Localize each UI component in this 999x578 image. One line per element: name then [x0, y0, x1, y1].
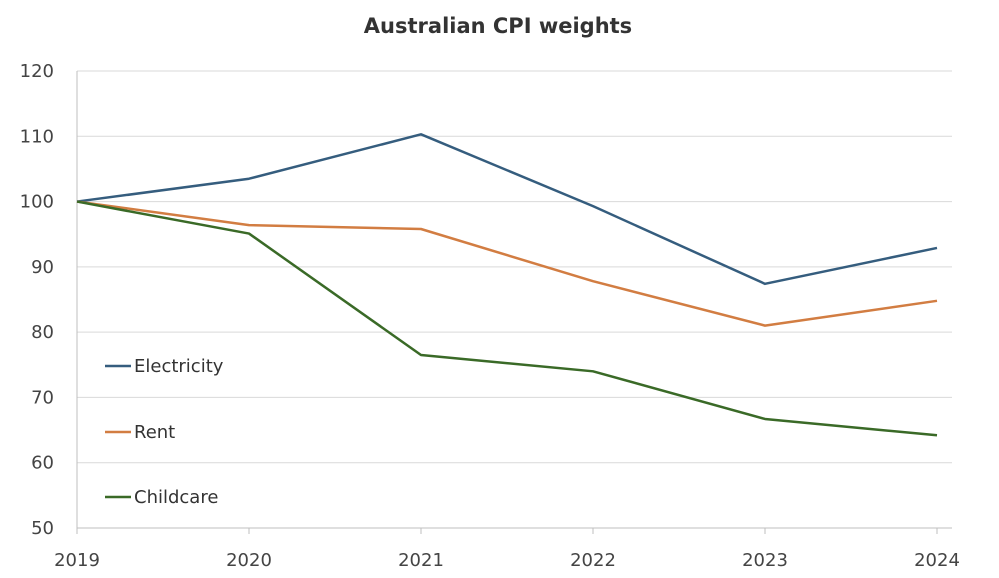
y-tick-label: 70	[31, 387, 54, 408]
y-tick-label: 90	[31, 257, 54, 278]
x-tick-label: 2020	[226, 550, 272, 571]
grid-lines	[77, 70, 952, 464]
x-tick-label: 2024	[914, 550, 960, 571]
legend-label-rent: Rent	[134, 422, 175, 443]
series-line-electricity	[76, 133, 938, 286]
y-tick-label: 120	[20, 61, 54, 82]
series-lines	[76, 133, 938, 437]
x-tick-label: 2019	[54, 550, 100, 571]
legend-label-electricity: Electricity	[134, 356, 224, 377]
y-tick-label: 100	[20, 192, 54, 213]
x-tick-label: 2021	[398, 550, 444, 571]
y-tick-label: 80	[31, 322, 54, 343]
legend-label-childcare: Childcare	[134, 487, 218, 508]
series-line-rent	[76, 200, 938, 327]
x-tick-label: 2023	[742, 550, 788, 571]
x-axis-ticks: 2019 2020 2021 2022 2023 2024	[54, 550, 960, 571]
chart-title: Australian CPI weights	[364, 14, 632, 38]
x-tick-label: 2022	[570, 550, 616, 571]
y-tick-label: 60	[31, 453, 54, 474]
y-tick-label: 110	[20, 126, 54, 147]
legend: Electricity Rent Childcare	[105, 356, 224, 508]
y-tick-label: 50	[31, 518, 54, 539]
series-line-childcare	[76, 200, 938, 437]
axes	[76, 71, 952, 534]
y-axis-ticks: 50 60 70 80 90 100 110 120	[20, 61, 54, 539]
